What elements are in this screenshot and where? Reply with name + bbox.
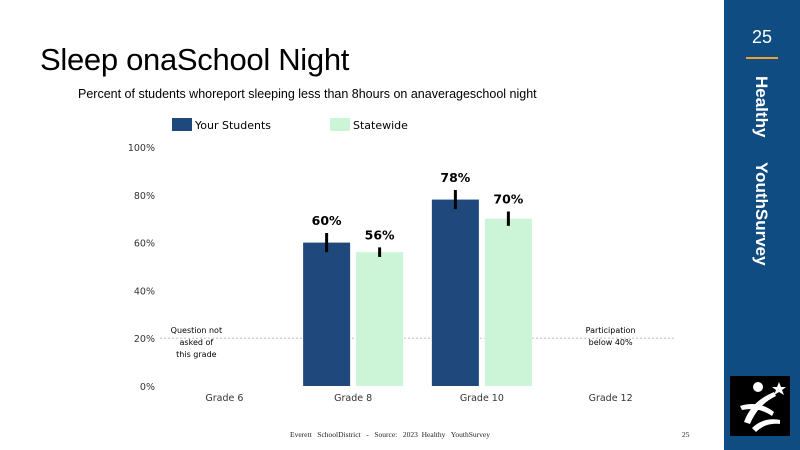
annotation-text: Question not xyxy=(171,326,222,335)
bar-your-students xyxy=(431,199,479,386)
bar-statewide xyxy=(484,218,532,386)
chart-bars: 60% 56% 78% 70% xyxy=(303,170,532,386)
data-label: 60% xyxy=(312,213,342,228)
x-tick-label: Grade 12 xyxy=(589,393,633,404)
sidebar-panel: 25 Healthy YouthSurvey xyxy=(724,0,800,450)
sidebar-page-number: 25 xyxy=(751,27,773,47)
footer-page-number: 25 xyxy=(682,430,690,439)
legend-swatch xyxy=(330,118,350,131)
slide-title: Sleep onaSchool Night xyxy=(40,42,350,77)
annotation-text: Participation xyxy=(586,326,636,335)
annotation-text: below 40% xyxy=(589,338,633,347)
y-tick-label: 80% xyxy=(134,191,155,202)
sidebar-accent-rule xyxy=(746,57,778,59)
chart-annotations: Question not asked of this grade Participat… xyxy=(171,326,636,359)
y-tick-label: 100% xyxy=(128,143,155,154)
legend-label: Statewide xyxy=(353,119,408,132)
y-tick-label: 20% xyxy=(134,334,155,345)
slide-subtitle: Percent of students whoreport sleeping l… xyxy=(78,87,537,101)
star-figure-icon xyxy=(740,382,786,432)
chart-y-axis: 0% 20% 40% 60% 80% 100% xyxy=(128,143,675,393)
sidebar-label-youth-survey: YouthSurvey xyxy=(752,162,771,266)
legend-swatch xyxy=(172,118,192,131)
annotation-text: this grade xyxy=(176,350,216,359)
chart-x-axis: Grade 6 Grade 8 Grade 10 Grade 12 xyxy=(205,393,632,404)
bar-your-students xyxy=(303,242,351,386)
x-tick-label: Grade 6 xyxy=(205,393,243,404)
data-label: 70% xyxy=(493,192,523,207)
sidebar-label-healthy: Healthy xyxy=(752,76,771,138)
x-tick-label: Grade 8 xyxy=(334,393,372,404)
y-tick-label: 60% xyxy=(134,239,155,250)
data-label: 78% xyxy=(440,170,470,185)
x-tick-label: Grade 10 xyxy=(460,393,504,404)
chart-legend: Your Students Statewide xyxy=(172,118,408,132)
survey-logo xyxy=(730,376,790,436)
annotation-text: asked of xyxy=(180,338,214,347)
bar-chart: Your Students Statewide 0% 20% 40% 60% 80% 100… xyxy=(128,118,675,404)
slide-footer: Everett SchoolDistrict - Source: 2023 He… xyxy=(290,430,490,439)
y-tick-label: 40% xyxy=(134,286,155,297)
data-label: 56% xyxy=(365,227,395,242)
legend-label: Your Students xyxy=(194,119,271,132)
y-tick-label: 0% xyxy=(140,382,155,393)
bar-statewide xyxy=(356,252,404,386)
